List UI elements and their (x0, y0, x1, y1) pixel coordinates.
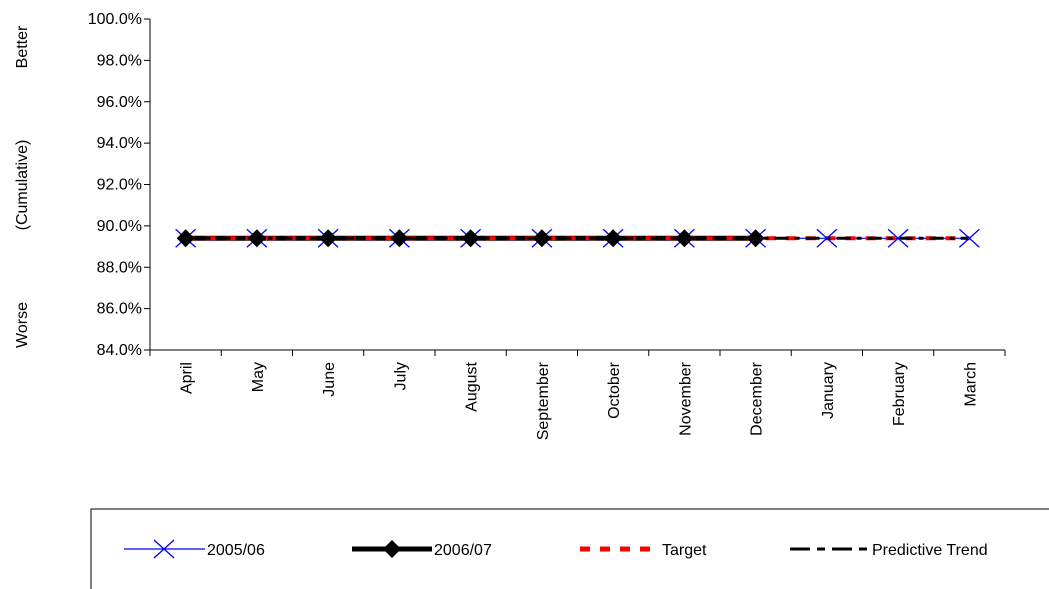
y-axis-label-middle: (Cumulative) (14, 140, 31, 231)
legend-marker-2005-06 (153, 539, 175, 559)
y-tick-label: 88.0% (97, 259, 142, 276)
x-tick-label: October (606, 361, 623, 419)
y-tick-label: 96.0% (97, 94, 142, 111)
y-axis-label-top: Better (14, 25, 31, 68)
legend-label-2006-07: 2006/07 (434, 542, 492, 559)
y-tick-label: 90.0% (97, 218, 142, 235)
x-tick-label: April (179, 362, 196, 394)
x-tick-label: November (677, 361, 694, 435)
legend: 2005/06 2006/07 Target Predictive Trend (90, 508, 1049, 589)
series-2006-07-point (604, 229, 623, 248)
x-tick-label: May (250, 362, 267, 392)
x-tick-label: July (392, 362, 409, 390)
series-2005-06-point (958, 228, 980, 248)
series-2006-07-point (746, 229, 765, 248)
x-tick-label: December (749, 361, 766, 435)
series-2006-07-point (532, 229, 551, 248)
y-tick-label: 100.0% (88, 11, 142, 28)
x-tick-label: September (535, 361, 552, 440)
x-tick-label: January (820, 362, 837, 419)
y-tick-label: 92.0% (97, 177, 142, 194)
series-2006-07-point (319, 229, 338, 248)
series-2006-07-point (461, 229, 480, 248)
y-axis-label-bottom: Worse (14, 302, 31, 348)
series-2006-07-point (176, 229, 195, 248)
legend-marker-2006-07 (383, 540, 401, 558)
series-2005-06-point (887, 228, 909, 248)
series-2006-07-point (247, 229, 266, 248)
series-2005-06-point (816, 228, 838, 248)
x-tick-label: August (464, 361, 481, 411)
y-tick-label: 84.0% (97, 342, 142, 359)
y-tick-label: 86.0% (97, 301, 142, 318)
x-tick-label: March (962, 362, 979, 406)
series-2006-07-point (675, 229, 694, 248)
x-tick-label: February (891, 362, 908, 426)
legend-label-predictive-trend: Predictive Trend (872, 542, 988, 559)
legend-label-target: Target (662, 542, 707, 559)
legend-label-2005-06: 2005/06 (207, 542, 265, 559)
y-tick-label: 94.0% (97, 135, 142, 152)
y-tick-label: 98.0% (97, 52, 142, 69)
x-tick-label: June (321, 362, 338, 397)
legend-border (90, 508, 1049, 589)
series-2006-07-point (390, 229, 409, 248)
